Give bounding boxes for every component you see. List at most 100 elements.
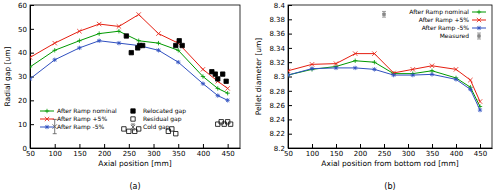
tick-mark bbox=[178, 144, 179, 148]
tick-mark bbox=[79, 144, 80, 148]
tick: 350 bbox=[426, 144, 439, 158]
legend-swatch bbox=[477, 18, 481, 22]
marker bbox=[468, 78, 472, 82]
marker bbox=[201, 67, 205, 71]
series bbox=[288, 59, 482, 109]
marker bbox=[177, 39, 181, 43]
tick-label: 300 bbox=[402, 150, 415, 158]
marker bbox=[391, 73, 395, 77]
axis-line bbox=[289, 148, 493, 149]
marker bbox=[127, 129, 131, 133]
legend-swatch bbox=[478, 35, 481, 38]
tick-mark bbox=[129, 144, 130, 148]
marker bbox=[97, 39, 101, 43]
tick-label: 350 bbox=[172, 150, 185, 158]
tick-label: 8.4 bbox=[274, 2, 286, 10]
marker bbox=[288, 73, 290, 77]
legend-item: Residual gap bbox=[131, 115, 182, 123]
tick-label: 400 bbox=[197, 150, 210, 158]
legend-swatch bbox=[477, 10, 481, 14]
tick-mark bbox=[456, 144, 457, 148]
legend-item: After Ramp nominal bbox=[409, 8, 486, 16]
legend-swatch bbox=[477, 26, 481, 30]
tick: 100 bbox=[49, 144, 62, 158]
legend-label: After Ramp +5% bbox=[57, 115, 107, 123]
y-axis: 0102030405060 bbox=[18, 2, 34, 153]
marker bbox=[117, 24, 121, 28]
tick: 8.34 bbox=[269, 45, 292, 53]
tick: 450 bbox=[221, 144, 234, 158]
legend-label: After Ramp nominal bbox=[57, 107, 117, 115]
line bbox=[288, 61, 480, 107]
marker bbox=[411, 67, 415, 71]
tick-label: 8.2 bbox=[274, 145, 285, 153]
chart: 501001502002503003504004500102030405060A… bbox=[3, 2, 240, 191]
tick: 8.22 bbox=[269, 130, 292, 138]
tick: 300 bbox=[147, 144, 160, 158]
marker bbox=[201, 74, 205, 78]
tick-label: 350 bbox=[426, 150, 439, 158]
marker bbox=[53, 58, 57, 62]
marker bbox=[117, 41, 121, 45]
tick-label: 50 bbox=[18, 26, 27, 34]
tick-label: 50 bbox=[26, 150, 35, 158]
tick: 250 bbox=[123, 144, 136, 158]
series bbox=[382, 11, 386, 17]
caption: (a) bbox=[129, 182, 140, 191]
series bbox=[30, 29, 230, 95]
marker bbox=[117, 29, 121, 33]
marker bbox=[53, 48, 57, 52]
tick: 200 bbox=[98, 144, 111, 158]
series bbox=[30, 12, 230, 90]
figure: 501001502002503003504004500102030405060A… bbox=[0, 0, 500, 193]
legend: After Ramp nominalAfter Ramp +5%After Ra… bbox=[40, 107, 186, 131]
tick-mark bbox=[288, 34, 292, 35]
marker bbox=[334, 61, 338, 65]
marker bbox=[225, 98, 229, 102]
legend-swatch bbox=[45, 109, 49, 113]
marker bbox=[372, 67, 376, 71]
legend-swatch bbox=[131, 109, 135, 113]
marker bbox=[174, 43, 178, 47]
x-axis: 50100150200250300350400450 bbox=[284, 144, 492, 158]
tick: 20 bbox=[18, 97, 34, 105]
legend-label: After Ramp -5% bbox=[422, 24, 470, 32]
marker bbox=[170, 127, 174, 131]
tick-mark bbox=[288, 5, 292, 6]
tick-mark bbox=[288, 119, 292, 120]
legend-label: After Ramp -5% bbox=[57, 123, 105, 131]
tick: 8.28 bbox=[269, 88, 292, 96]
marker bbox=[137, 127, 141, 131]
y-axis-title: Pellet diameter [um] bbox=[254, 38, 263, 115]
error-bar bbox=[382, 11, 386, 17]
line bbox=[30, 15, 228, 89]
x-axis-title: Axial position from bottom rod [mm] bbox=[321, 159, 458, 168]
tick-label: 8.28 bbox=[269, 88, 285, 96]
tick: 300 bbox=[402, 144, 415, 158]
line bbox=[288, 54, 480, 102]
line bbox=[288, 68, 480, 110]
plot-frame bbox=[288, 5, 492, 148]
caption: (b) bbox=[384, 182, 395, 191]
marker bbox=[411, 73, 415, 77]
tick: 8.26 bbox=[269, 102, 292, 110]
tick-mark bbox=[30, 148, 34, 149]
tick-mark bbox=[30, 29, 34, 30]
series bbox=[30, 39, 230, 103]
axis-line bbox=[31, 148, 241, 149]
series bbox=[288, 51, 482, 103]
tick-mark bbox=[30, 124, 34, 125]
marker bbox=[430, 64, 434, 68]
tick-label: 100 bbox=[49, 150, 62, 158]
tick: 100 bbox=[306, 144, 319, 158]
tick-mark bbox=[30, 53, 34, 54]
marker bbox=[140, 43, 144, 47]
legend-swatch bbox=[477, 33, 481, 39]
marker bbox=[156, 41, 160, 45]
tick-label: 250 bbox=[378, 150, 391, 158]
marker bbox=[77, 46, 81, 50]
legend-item: Cold gap bbox=[131, 123, 170, 131]
tick: 8.32 bbox=[269, 59, 292, 67]
marker bbox=[228, 122, 232, 126]
tick-mark bbox=[30, 5, 34, 6]
